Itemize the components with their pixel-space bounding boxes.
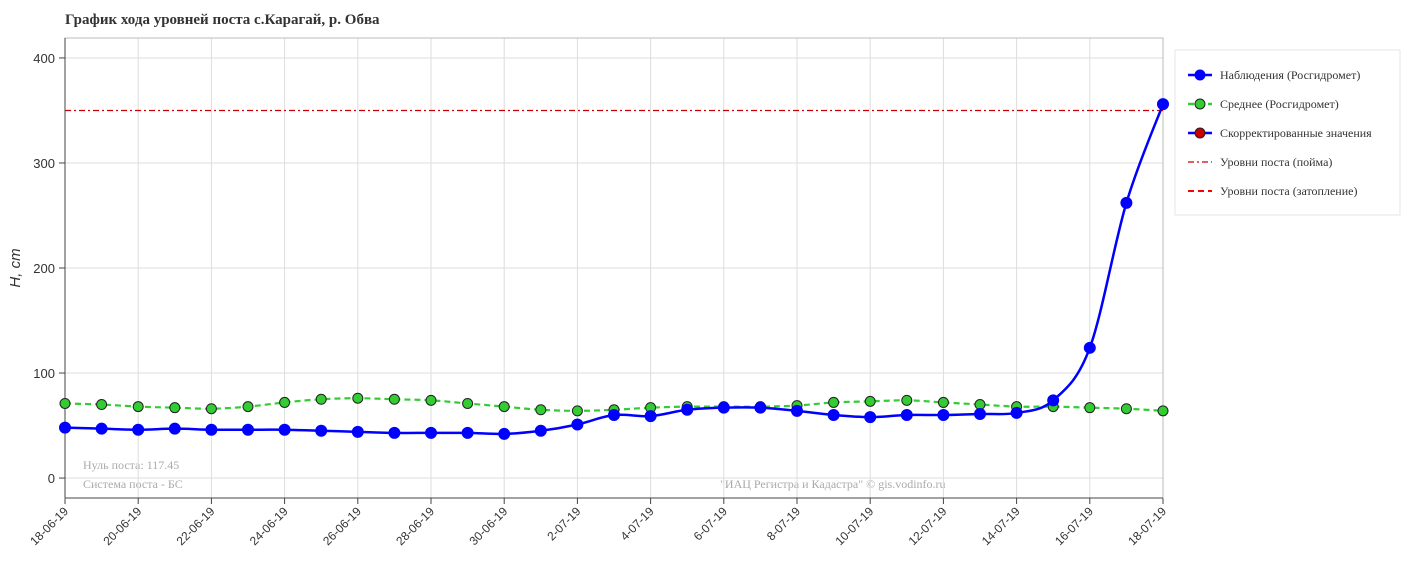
x-tick-label: 24-06-19 [247, 504, 291, 548]
data-point [59, 421, 71, 434]
data-point [644, 410, 657, 423]
data-point [242, 423, 254, 436]
data-point [205, 403, 217, 415]
annotation: Нуль поста: 117.45 [83, 458, 179, 472]
data-point [571, 418, 584, 431]
data-point [754, 401, 767, 414]
y-tick-label: 400 [33, 51, 55, 66]
data-point [864, 395, 876, 407]
data-point [900, 409, 913, 422]
data-point [498, 401, 510, 413]
x-tick-label: 28-06-19 [393, 504, 437, 548]
data-point [279, 396, 291, 408]
x-tick-label: 18-06-19 [27, 504, 71, 548]
data-point [608, 409, 620, 422]
data-point [388, 426, 401, 439]
legend-marker [1194, 69, 1206, 81]
data-point [168, 422, 181, 435]
data-point [315, 424, 328, 437]
y-tick-label: 100 [33, 366, 55, 381]
data-point [1120, 196, 1133, 209]
data-point [1157, 405, 1169, 417]
data-point [95, 422, 108, 435]
x-tick-label: 16-07-19 [1052, 504, 1096, 548]
data-point [425, 426, 437, 439]
data-point [974, 407, 986, 420]
data-point [1084, 402, 1096, 414]
data-point [717, 401, 730, 414]
data-point [571, 405, 583, 417]
data-point [205, 423, 218, 436]
data-point [534, 424, 547, 437]
data-point [352, 392, 364, 404]
series-line [64, 103, 1165, 436]
data-point [827, 409, 840, 422]
data-point [169, 402, 181, 414]
x-tick-label: 6-07-19 [691, 504, 730, 543]
data-point [1157, 98, 1169, 111]
data-point [901, 394, 913, 406]
data-point [864, 411, 877, 424]
chart-title: График хода уровней поста с.Карагай, р. … [65, 12, 380, 28]
data-point [937, 409, 950, 422]
data-point [278, 423, 291, 436]
legend-label: Уровни поста (затопление) [1220, 184, 1357, 198]
data-point [937, 396, 949, 408]
y-tick-label: 200 [33, 261, 55, 276]
legend-label: Наблюдения (Росгидромет) [1220, 68, 1360, 82]
data-point [1083, 341, 1096, 354]
x-tick-label: 2-07-19 [544, 504, 583, 543]
data-point [828, 396, 840, 408]
y-tick-label: 300 [33, 156, 55, 171]
data-point [425, 394, 437, 406]
x-tick-label: 10-07-19 [832, 504, 876, 548]
data-point [791, 404, 803, 417]
x-tick-label: 12-07-19 [906, 504, 950, 548]
data-point [132, 423, 145, 436]
legend-label: Уровни поста (пойма) [1220, 155, 1332, 169]
y-axis-label: H, cm [7, 248, 24, 287]
x-tick-label: 30-06-19 [466, 504, 510, 548]
data-point [1120, 403, 1132, 415]
data-point [498, 427, 511, 440]
data-point [59, 397, 71, 409]
data-point [132, 401, 144, 413]
data-point [681, 403, 694, 416]
legend-marker [1194, 98, 1206, 110]
data-point [535, 404, 547, 416]
annotation: Система поста - БС [83, 477, 183, 491]
data-point [462, 397, 474, 409]
legend-box [1174, 49, 1401, 216]
x-tick-label: 26-06-19 [320, 504, 364, 548]
data-point [1010, 406, 1023, 419]
data-point [242, 401, 254, 413]
x-tick-label: 20-06-19 [100, 504, 144, 548]
data-point [315, 393, 327, 405]
legend-label: Среднее (Росгидромет) [1220, 97, 1339, 111]
x-tick-label: 4-07-19 [618, 504, 657, 543]
data-point [96, 399, 108, 411]
x-tick-label: 14-07-19 [979, 504, 1023, 548]
legend-label: Скорректированные значения [1220, 126, 1372, 140]
x-tick-label: 18-07-19 [1125, 504, 1169, 548]
data-point [388, 393, 400, 405]
legend-marker [1194, 127, 1206, 139]
data-point [351, 425, 364, 438]
data-point [461, 426, 474, 439]
data-point [1047, 394, 1060, 407]
x-tick-label: 8-07-19 [764, 504, 803, 543]
watermark: "ИАЦ Регистра и Кадастра" © gis.vodinfo.… [720, 477, 946, 491]
y-tick-label: 0 [48, 471, 55, 486]
x-tick-label: 22-06-19 [174, 504, 218, 548]
